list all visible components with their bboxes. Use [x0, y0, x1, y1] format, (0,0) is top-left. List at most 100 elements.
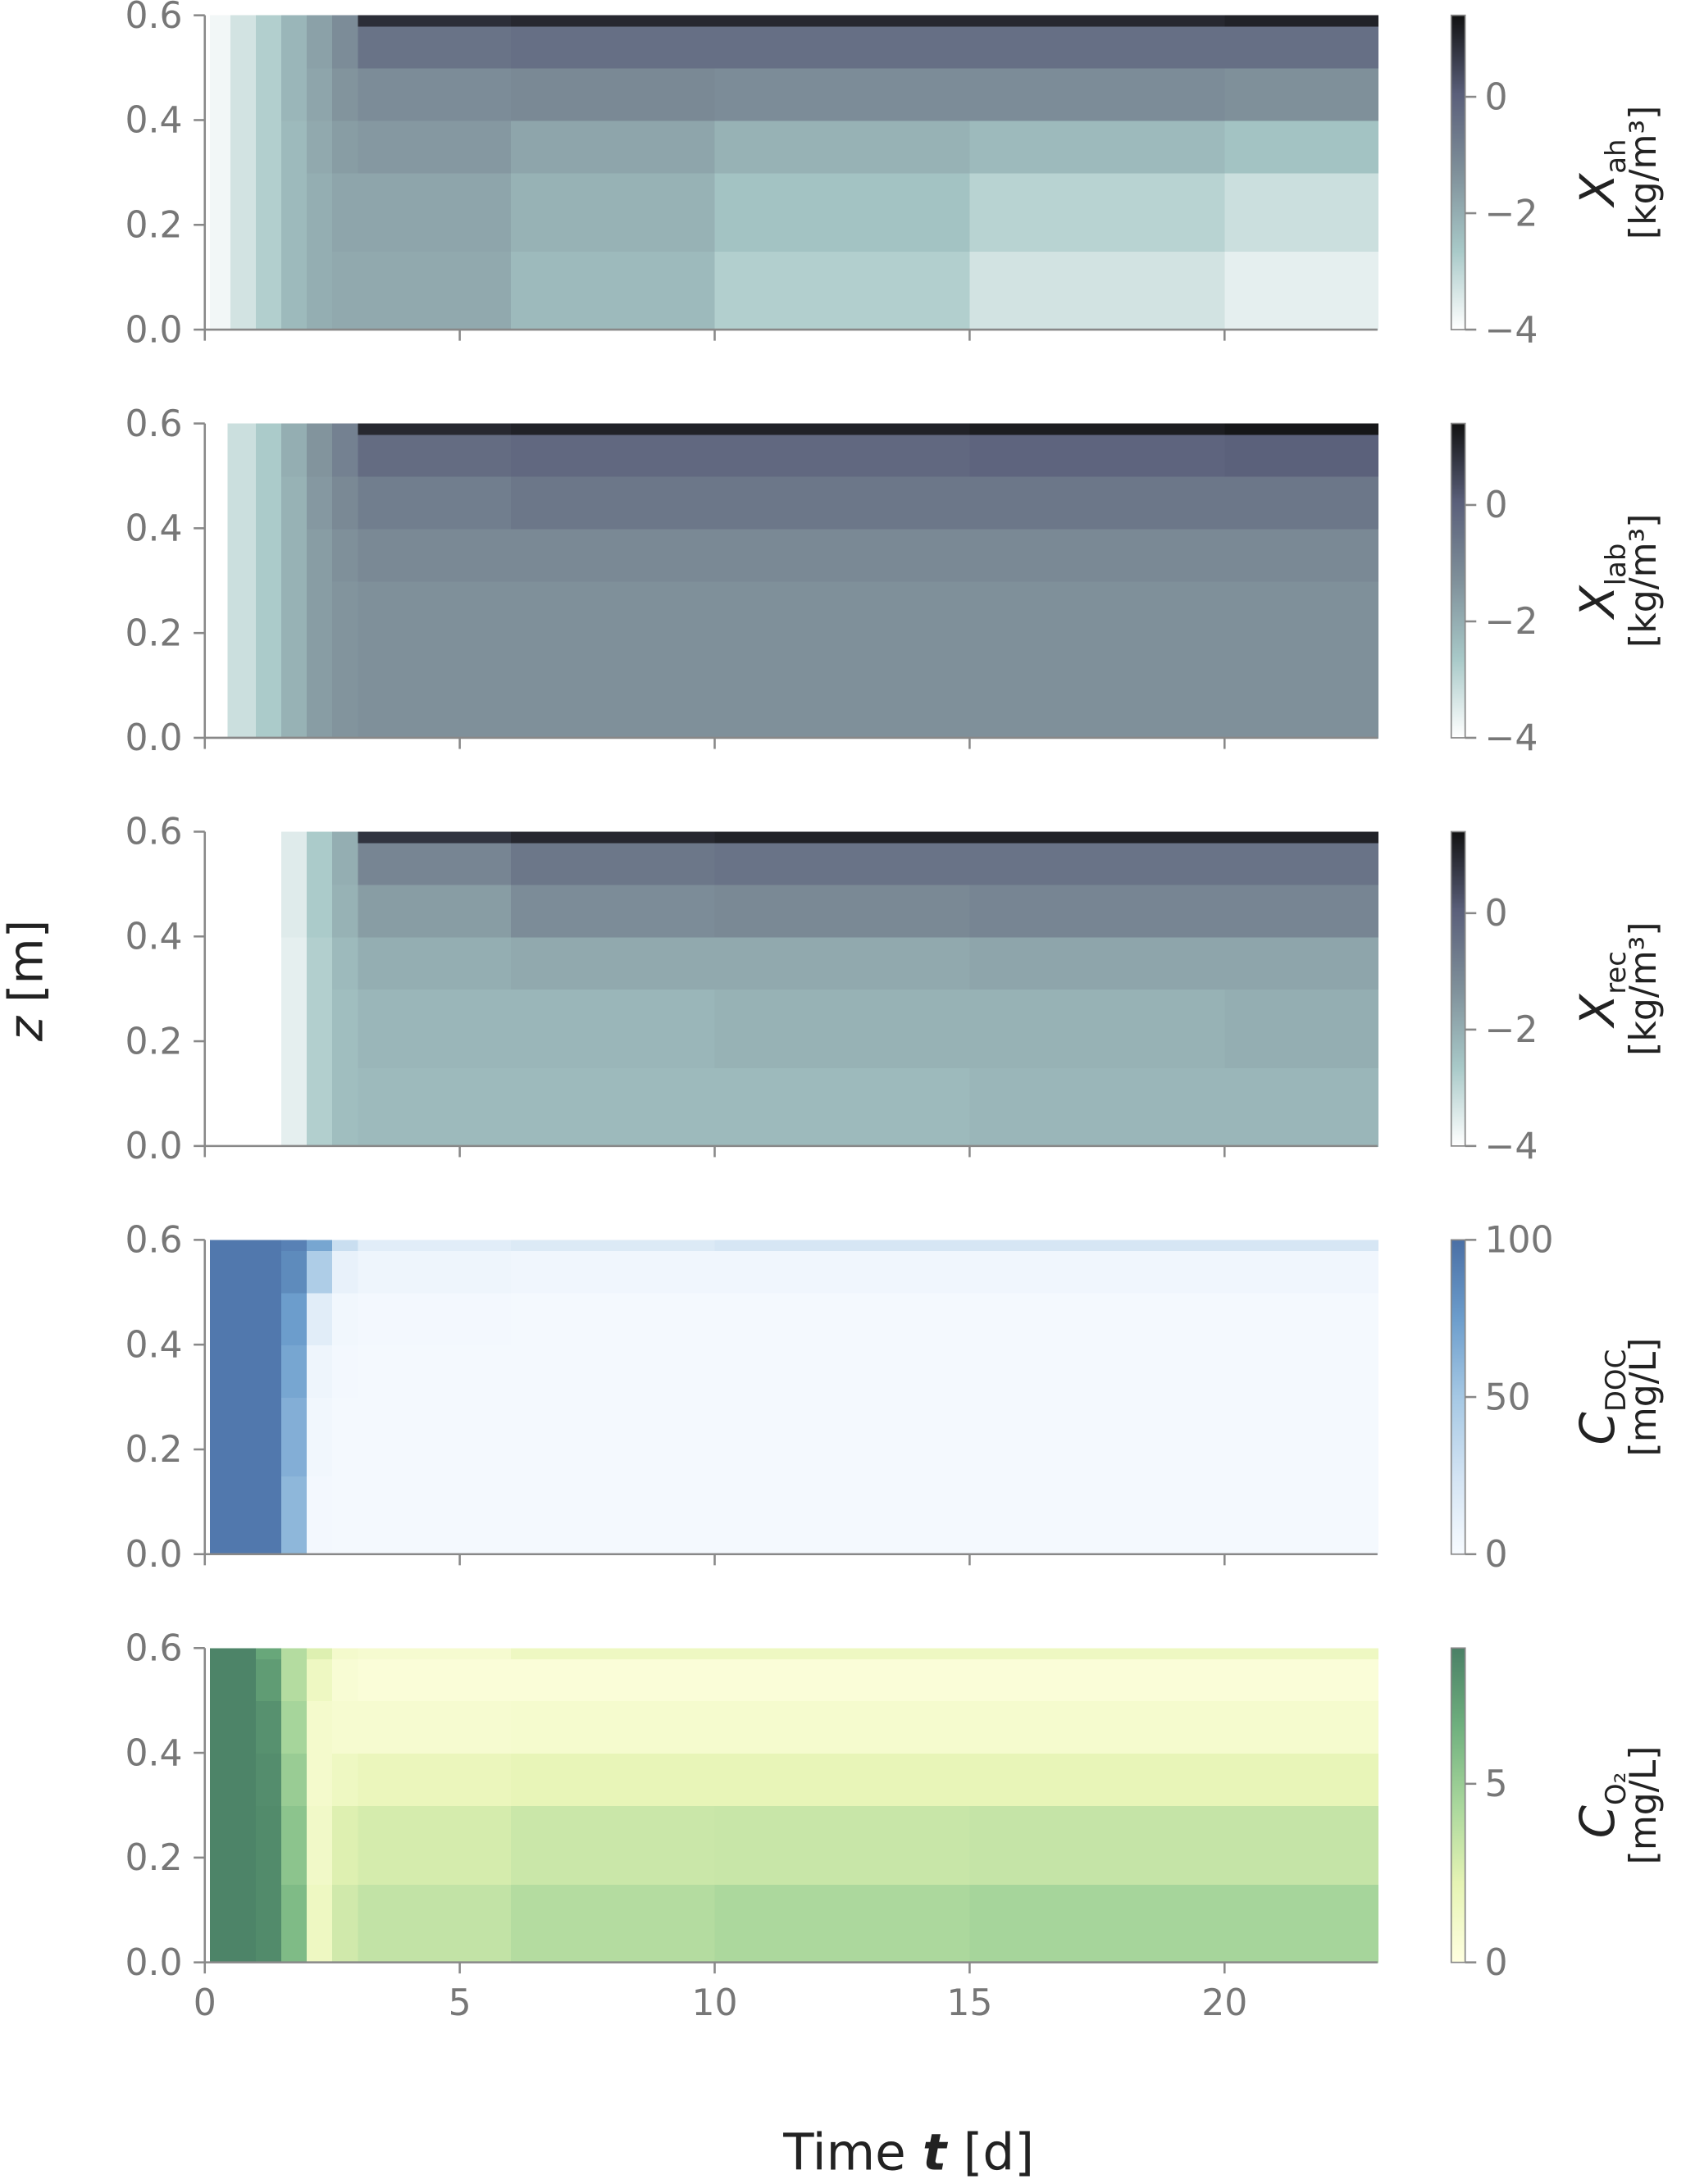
heatmap-cell [230, 1250, 257, 1294]
heatmap-cell [307, 1292, 334, 1346]
heatmap-cell [255, 25, 283, 69]
heatmap-cell [714, 528, 971, 582]
y-tick-label: 0.2 [125, 1021, 182, 1062]
heatmap-cell [1224, 1648, 1378, 1660]
heatmap-cell [227, 580, 257, 661]
heatmap-cell [255, 434, 283, 477]
heatmap-cell [332, 659, 359, 739]
heatmap-cell [969, 1250, 1226, 1294]
heatmap-cell [358, 1883, 512, 1963]
heatmap-cell [255, 580, 283, 661]
heatmap-cell [510, 1658, 716, 1702]
heatmap-cell [1224, 884, 1378, 938]
colorbar-tick-label: −4 [1484, 1126, 1538, 1167]
heatmap-cell [255, 1475, 283, 1555]
y-tick-label: 0.4 [125, 917, 182, 958]
heatmap-cell [714, 580, 971, 661]
heatmap-cell [255, 1250, 283, 1294]
y-tick-label: 0.2 [125, 1837, 182, 1879]
heatmap-cell [281, 1883, 308, 1963]
heatmap-cell [332, 1397, 359, 1476]
heatmap-cell [307, 1397, 334, 1476]
colorbar-label-subscript: rec [1600, 951, 1632, 994]
heatmap-cell [281, 884, 308, 938]
heatmap-cell [510, 842, 716, 885]
heatmap-cell [969, 1753, 1226, 1806]
heatmap-cell [307, 1700, 334, 1754]
heatmap-cell [1224, 528, 1378, 582]
heatmap-cell [332, 1658, 359, 1702]
heatmap-cell [281, 1648, 308, 1660]
heatmap-cell [1224, 1804, 1378, 1885]
heatmap-cell [969, 831, 1226, 844]
y-tick-label: 0.6 [125, 403, 182, 445]
colorbar-unit: [kg/m³] [1623, 514, 1665, 648]
colorbar-unit: [kg/m³] [1623, 921, 1665, 1055]
heatmap-cell [510, 251, 716, 331]
heatmap-cell [332, 25, 359, 69]
heatmap-cell [230, 1397, 257, 1476]
heatmap-cell [209, 1658, 231, 1702]
colorbar-label: Xlab [1570, 544, 1632, 621]
heatmap-cell [230, 25, 257, 69]
heatmap-cell [307, 659, 334, 739]
heatmap-cell [209, 1648, 231, 1660]
heatmap-cell [969, 25, 1226, 69]
heatmap-cell [281, 1240, 308, 1252]
colorbar-tick-label: 5 [1484, 1763, 1507, 1805]
heatmap-cell [230, 1658, 257, 1702]
heatmap-cell [510, 580, 716, 661]
heatmap-cell [307, 1345, 334, 1399]
heatmap-cell [1224, 1240, 1378, 1252]
heatmap-cell [969, 251, 1226, 331]
heatmap-cell [358, 1240, 512, 1252]
x-label-symbol: t [923, 2123, 949, 2181]
y-label-symbol: z [0, 1015, 53, 1042]
heatmap-cell [714, 1753, 971, 1806]
colorbar-tick-label: 0 [1484, 76, 1507, 118]
heatmap-cell [969, 884, 1226, 938]
heatmap-cell [714, 884, 971, 938]
heatmap-cell [714, 1292, 971, 1346]
heatmap-cell [281, 475, 308, 530]
heatmap-cell [358, 1804, 512, 1885]
heatmap-cell [255, 15, 283, 27]
heatmap-cell [230, 1292, 257, 1346]
heatmap-cell [332, 1067, 359, 1147]
colorbar-label: Xah [1570, 139, 1632, 208]
heatmap-cell [230, 1883, 257, 1963]
heatmap-cell [1224, 1067, 1378, 1147]
x-tick-label: 5 [449, 1982, 472, 2024]
heatmap-cell [281, 1753, 308, 1806]
heatmap-cell [510, 884, 716, 938]
heatmap-cell [1224, 989, 1378, 1069]
x-tick-label: 15 [946, 1982, 992, 2024]
heatmap-cell [510, 659, 716, 739]
heatmap-cell [209, 67, 231, 121]
heatmap-cell [714, 1804, 971, 1885]
heatmap-cell [209, 1804, 231, 1885]
heatmap-cell [209, 1700, 231, 1754]
heatmap-cell [307, 580, 334, 661]
heatmap-cell [510, 172, 716, 253]
heatmap-cell [332, 1475, 359, 1555]
heatmap-cell [255, 1658, 283, 1702]
heatmap-cell [1224, 1345, 1378, 1399]
heatmap-cell [255, 1397, 283, 1476]
heatmap-cell [358, 25, 512, 69]
heatmap-cell [969, 1240, 1226, 1252]
heatmap-cell [209, 1397, 231, 1476]
heatmap-cell [332, 423, 359, 435]
heatmap-cell [209, 1345, 231, 1399]
heatmap-cell [227, 528, 257, 582]
heatmap-cell [281, 172, 308, 253]
heatmap-cell [281, 659, 308, 739]
heatmap-cell [714, 1475, 971, 1555]
heatmap-cell [230, 67, 257, 121]
colorbar-tick-label: 100 [1484, 1220, 1553, 1262]
heatmap-cell [307, 475, 334, 530]
heatmap-cell [332, 67, 359, 121]
heatmap-cell [358, 1475, 512, 1555]
heatmap-cell [332, 1883, 359, 1963]
